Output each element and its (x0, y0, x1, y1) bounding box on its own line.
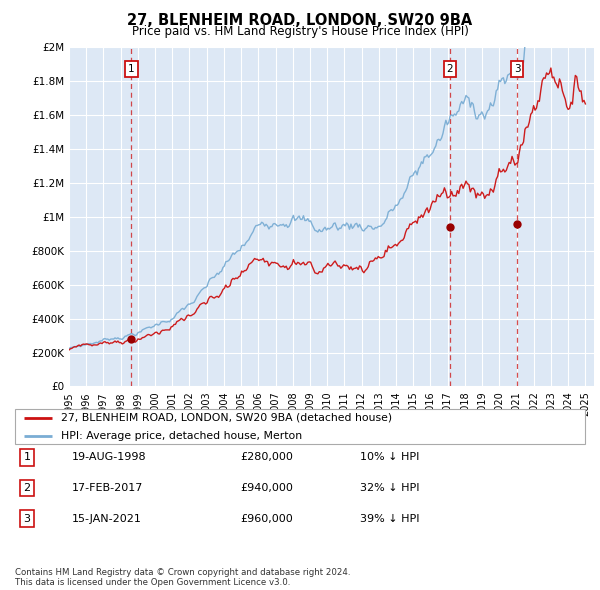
Text: £280,000: £280,000 (240, 453, 293, 462)
Text: 17-FEB-2017: 17-FEB-2017 (72, 483, 143, 493)
Text: 2: 2 (23, 483, 31, 493)
Text: 39% ↓ HPI: 39% ↓ HPI (360, 514, 419, 523)
Text: 3: 3 (23, 514, 31, 523)
Text: 15-JAN-2021: 15-JAN-2021 (72, 514, 142, 523)
Text: Price paid vs. HM Land Registry's House Price Index (HPI): Price paid vs. HM Land Registry's House … (131, 25, 469, 38)
Text: 19-AUG-1998: 19-AUG-1998 (72, 453, 146, 462)
Text: 27, BLENHEIM ROAD, LONDON, SW20 9BA: 27, BLENHEIM ROAD, LONDON, SW20 9BA (127, 13, 473, 28)
FancyBboxPatch shape (15, 409, 585, 444)
Text: £940,000: £940,000 (240, 483, 293, 493)
Text: 10% ↓ HPI: 10% ↓ HPI (360, 453, 419, 462)
Text: 32% ↓ HPI: 32% ↓ HPI (360, 483, 419, 493)
Text: 1: 1 (23, 453, 31, 462)
Text: 3: 3 (514, 64, 521, 74)
Text: 2: 2 (446, 64, 453, 74)
Text: Contains HM Land Registry data © Crown copyright and database right 2024.
This d: Contains HM Land Registry data © Crown c… (15, 568, 350, 587)
Text: 27, BLENHEIM ROAD, LONDON, SW20 9BA (detached house): 27, BLENHEIM ROAD, LONDON, SW20 9BA (det… (61, 413, 392, 423)
Text: 1: 1 (128, 64, 135, 74)
Text: £960,000: £960,000 (240, 514, 293, 523)
Text: HPI: Average price, detached house, Merton: HPI: Average price, detached house, Mert… (61, 431, 302, 441)
